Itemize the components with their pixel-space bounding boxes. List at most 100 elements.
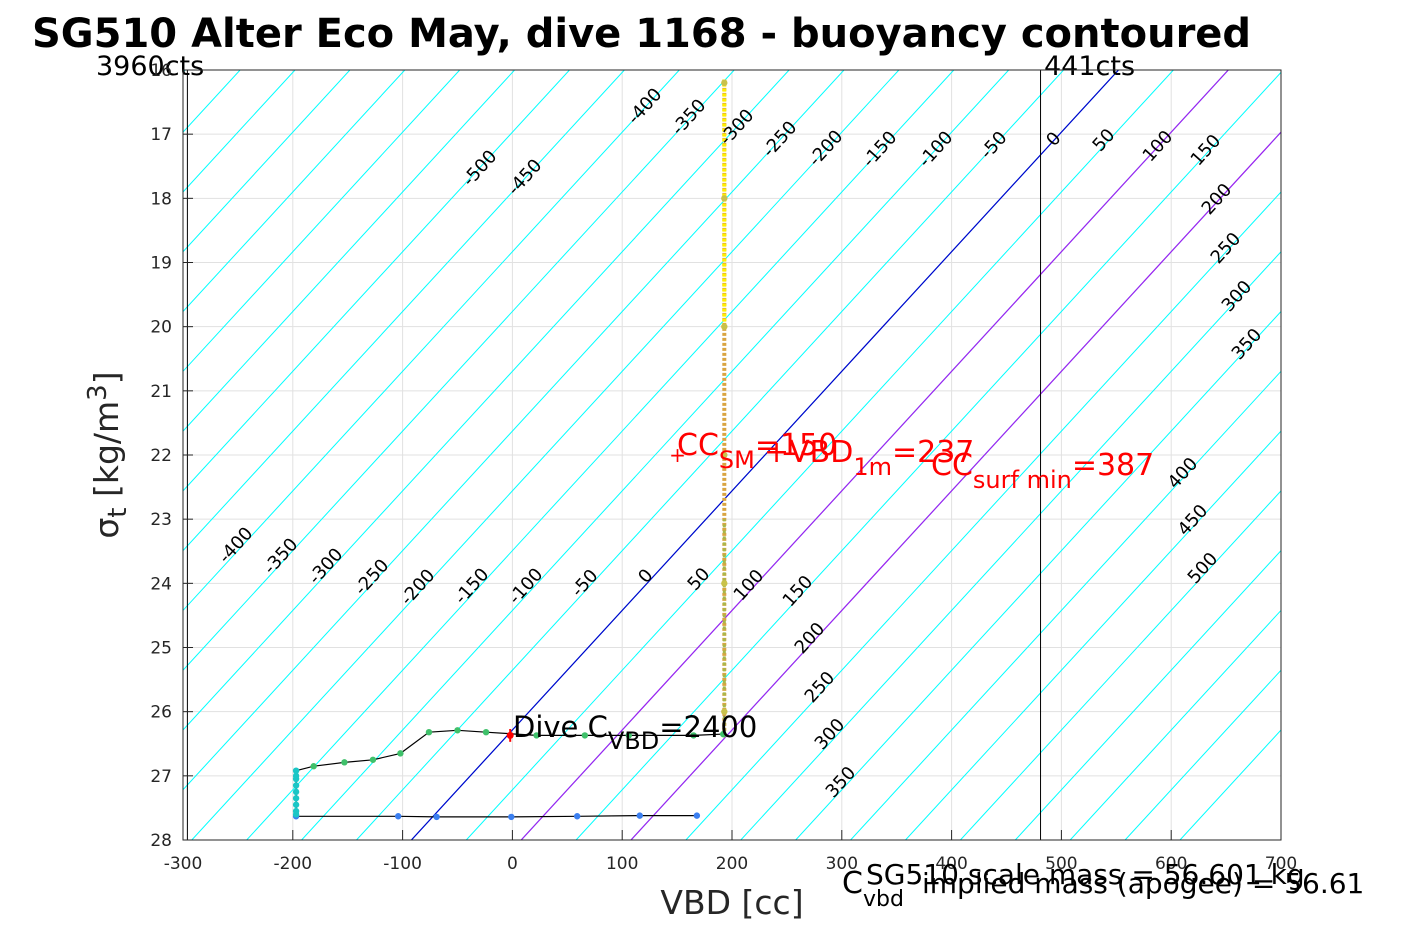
ascent-point <box>482 729 490 736</box>
contour-line <box>183 70 680 612</box>
c-vbd-annotation-main: C <box>842 866 863 901</box>
ascent-point <box>721 79 728 87</box>
ascent-point <box>425 729 433 736</box>
contour-line <box>740 250 1281 840</box>
ascent-point <box>369 756 377 763</box>
ascent-point <box>720 730 727 738</box>
descent-point <box>508 813 515 821</box>
ascent-point <box>397 750 404 757</box>
ascent-point <box>310 763 317 770</box>
vbd-1m-annotation: +VBD1m=237 <box>764 435 974 481</box>
cc-surf-annotation-main: CC <box>931 448 973 483</box>
y-tick-label: 19 <box>150 254 172 274</box>
y-tick-label: 28 <box>150 831 172 851</box>
contour-line <box>905 430 1281 840</box>
dive-profiles <box>292 79 728 821</box>
contour-line <box>1069 609 1281 840</box>
contour-line <box>183 70 625 552</box>
implied-mass-annotation: implied mass (apogee) = 56.61 <box>922 867 1364 900</box>
special-lines <box>410 70 1281 840</box>
contour-line <box>850 370 1281 840</box>
contour-line <box>183 70 406 313</box>
contour-line <box>465 70 1174 840</box>
y-tick-label: 20 <box>150 318 172 338</box>
x-tick-label: -200 <box>274 854 313 874</box>
y-tick-label: 21 <box>150 382 172 402</box>
x-tick-label: -300 <box>164 854 203 874</box>
c-vbd-annotation-sub: vbd <box>863 887 904 912</box>
special-line-1 <box>520 70 1229 840</box>
y-tick-label: 18 <box>150 189 172 209</box>
y-axis-label: σt [kg/m3] <box>83 371 132 538</box>
ascent-point <box>721 323 728 330</box>
vbd-1m-annotation-sub: 1m <box>853 453 892 481</box>
y-label-part-0: σ <box>87 518 126 539</box>
cc-surf-annotation-sub: surf min <box>973 466 1072 494</box>
x-tick-label: 0 <box>507 854 518 874</box>
y-label-part-4: ] <box>87 371 126 384</box>
contour-line <box>575 71 1281 840</box>
scale-mass-annotation: SG510 scale mass = 56.601 kg <box>866 858 1305 891</box>
descent-point <box>636 812 643 819</box>
red-marker-dot <box>506 731 514 739</box>
ascent-point <box>292 775 300 783</box>
dive-c-vbd-annotation-main: Dive C <box>513 710 608 744</box>
y-tick-label: 17 <box>150 125 172 145</box>
contour-line <box>183 70 570 492</box>
x-tick-label: 100 <box>606 854 638 874</box>
vbd-1m-annotation-main: +VBD <box>764 435 853 470</box>
contour-line <box>1124 669 1281 840</box>
contour-line <box>356 70 1064 840</box>
y-label-part-2: [kg/m <box>87 401 126 508</box>
contour-line <box>183 70 735 671</box>
contour-line <box>246 70 955 840</box>
special-line-2 <box>630 131 1281 840</box>
contour-line <box>1014 549 1281 840</box>
y-label-part-3: 3 <box>83 384 113 401</box>
descent-point <box>395 813 402 820</box>
vertical-marker-label: 441cts <box>1044 51 1135 82</box>
y-tick-label: 25 <box>150 639 172 659</box>
x-tick-label: 600 <box>1155 854 1187 874</box>
x-tick-label: -100 <box>383 854 422 874</box>
ascent-point <box>721 451 728 459</box>
ascent-point <box>292 795 300 802</box>
y-label-part-1: t <box>103 507 133 517</box>
x-axis-label: VBD [cc] <box>660 883 803 922</box>
contour-line <box>183 70 461 373</box>
c-vbd-annotation: Cvbd <box>842 866 904 912</box>
ascent-point <box>292 782 300 789</box>
ascent-point <box>721 195 728 202</box>
descent-point <box>433 813 440 821</box>
cc-sm-annotation-main: CC <box>677 428 719 463</box>
y-tick-label: 26 <box>150 703 172 723</box>
vertical-marker-label: 3960cts <box>96 51 204 82</box>
contour-line <box>191 70 900 840</box>
cc-sm-annotation-sub: SM <box>719 446 755 474</box>
cc-surf-annotation: CCsurf min=387 <box>931 448 1154 494</box>
contour-line <box>183 70 515 432</box>
ascent-point <box>341 759 348 766</box>
ascent-point <box>625 732 632 739</box>
descent-point <box>573 813 581 820</box>
cc-sm-annotation-value: =150 <box>755 428 837 463</box>
ascent-point <box>721 708 728 715</box>
y-tick-label: 22 <box>150 446 172 466</box>
descent-point <box>693 812 701 819</box>
y-tick-label: 16 <box>150 61 172 81</box>
contour-line <box>183 70 351 253</box>
contour-line <box>685 191 1281 840</box>
y-tick-label: 27 <box>150 767 172 787</box>
ascent-point <box>533 732 540 739</box>
ascent-point <box>292 788 300 796</box>
vertical-markers: 3960cts 441cts <box>96 51 1135 840</box>
contour-line <box>960 490 1281 840</box>
x-tick-label: 200 <box>716 854 748 874</box>
chart-title: SG510 Alter Eco May, dive 1168 - buoyanc… <box>32 11 1251 57</box>
cc-sm-marker: + <box>669 443 686 467</box>
y-tick-label: 24 <box>150 574 172 594</box>
x-tick-label: 500 <box>1045 854 1077 874</box>
axis-ticks: -300 -200 -100 0 100 200 300 400 500 600 700 16 17 18… <box>150 61 1297 874</box>
